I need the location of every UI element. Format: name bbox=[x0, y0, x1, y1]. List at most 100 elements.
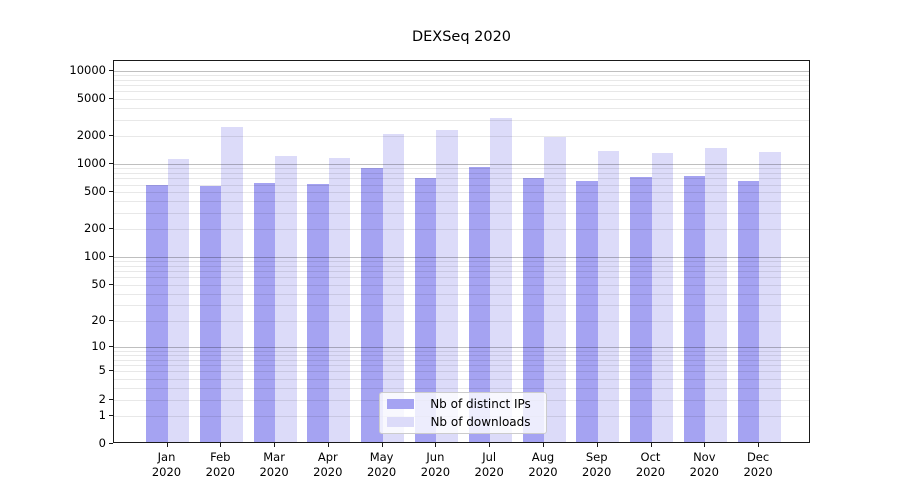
y-tick-mark-500 bbox=[109, 191, 113, 192]
y-tick-label-200: 200 bbox=[84, 221, 106, 235]
x-tick-year: 2020 bbox=[205, 465, 235, 479]
bar-downloads-jan bbox=[167, 159, 189, 442]
bars-layer bbox=[114, 61, 809, 442]
y-tick-mark-20 bbox=[109, 319, 113, 321]
x-tick-year: 2020 bbox=[151, 465, 182, 479]
x-tick-month: Oct bbox=[640, 450, 661, 464]
bar-downloads-jul bbox=[490, 118, 512, 442]
legend-label-downloads: Nb of downloads bbox=[430, 415, 531, 429]
bar-distinct-ips-sep bbox=[576, 181, 598, 442]
y-tick-label-5: 5 bbox=[98, 363, 106, 378]
bar-downloads-nov bbox=[705, 147, 727, 442]
x-tick-mark-may bbox=[381, 443, 383, 447]
x-tick-month: Jul bbox=[482, 450, 497, 464]
bar-downloads-oct bbox=[651, 152, 673, 442]
y-tick-mark-1 bbox=[109, 414, 113, 416]
x-tick-label-nov: Nov 2020 bbox=[672, 450, 736, 480]
y-tick-mark-10000 bbox=[109, 69, 113, 71]
x-tick-year: 2020 bbox=[743, 465, 773, 479]
x-tick-year: 2020 bbox=[528, 465, 558, 479]
bar-downloads-mar bbox=[275, 155, 297, 442]
bar-downloads-sep bbox=[597, 151, 620, 442]
bar-distinct-ips-aug bbox=[522, 177, 544, 442]
x-tick-month: Aug bbox=[531, 450, 555, 464]
y-tick-label-500: 500 bbox=[84, 184, 106, 198]
y-tick-label-20: 20 bbox=[91, 312, 106, 327]
y-tick-label-50: 50 bbox=[91, 276, 106, 291]
x-tick-mark-feb bbox=[220, 443, 222, 447]
y-tick-mark-50 bbox=[109, 283, 113, 285]
x-tick-label-apr: Apr 2020 bbox=[296, 450, 360, 480]
x-tick-month: Apr bbox=[317, 450, 338, 464]
y-tick-label-10000: 10000 bbox=[69, 62, 106, 77]
x-tick-label-may: May 2020 bbox=[350, 450, 414, 480]
bar-distinct-ips-may bbox=[361, 168, 383, 442]
bar-distinct-ips-dec bbox=[737, 181, 760, 442]
bar-downloads-dec bbox=[759, 152, 781, 442]
bar-distinct-ips-jun bbox=[414, 177, 437, 442]
y-tick-label-100: 100 bbox=[84, 248, 106, 263]
x-tick-month: Nov bbox=[693, 450, 716, 464]
x-tick-mark-mar bbox=[274, 443, 276, 447]
bar-downloads-feb bbox=[221, 126, 243, 442]
x-tick-mark-nov bbox=[704, 443, 706, 447]
bar-downloads-may bbox=[382, 133, 405, 442]
x-tick-year: 2020 bbox=[474, 465, 504, 479]
x-tick-mark-jan bbox=[166, 443, 168, 447]
x-tick-mark-jul bbox=[489, 443, 491, 447]
y-tick-mark-2 bbox=[109, 398, 113, 400]
bar-distinct-ips-jan bbox=[146, 185, 168, 442]
x-tick-year: 2020 bbox=[313, 465, 343, 479]
plot-area bbox=[113, 60, 810, 443]
x-tick-year: 2020 bbox=[259, 465, 289, 479]
x-tick-label-jan: Jan 2020 bbox=[135, 450, 199, 480]
x-tick-month: Jun bbox=[426, 450, 445, 464]
y-tick-mark-200 bbox=[109, 228, 113, 229]
x-tick-label-oct: Oct 2020 bbox=[619, 450, 683, 480]
x-tick-year: 2020 bbox=[689, 465, 719, 479]
x-tick-label-dec: Dec 2020 bbox=[726, 450, 790, 480]
y-tick-label-1: 1 bbox=[98, 407, 106, 422]
x-tick-month: Feb bbox=[210, 450, 231, 464]
y-tick-mark-2000 bbox=[109, 134, 113, 136]
y-tick-mark-5000 bbox=[109, 97, 113, 99]
y-tick-label-1000: 1000 bbox=[76, 156, 106, 170]
bar-distinct-ips-mar bbox=[253, 183, 276, 442]
x-tick-year: 2020 bbox=[582, 465, 612, 479]
y-tick-label-2000: 2000 bbox=[76, 127, 106, 142]
x-tick-label-sep: Sep 2020 bbox=[565, 450, 629, 480]
x-tick-month: Jan bbox=[157, 450, 176, 464]
x-tick-month: Sep bbox=[585, 450, 608, 464]
legend-entry-downloads: Nb of downloads bbox=[387, 415, 539, 429]
x-tick-label-jun: Jun 2020 bbox=[403, 450, 467, 480]
y-tick-mark-10 bbox=[109, 345, 113, 347]
x-tick-label-jul: Jul 2020 bbox=[457, 450, 521, 480]
x-tick-mark-sep bbox=[596, 443, 598, 447]
x-tick-mark-apr bbox=[327, 443, 329, 447]
chart-title: DEXSeq 2020 bbox=[411, 29, 512, 45]
y-tick-mark-100 bbox=[109, 255, 113, 257]
bar-distinct-ips-oct bbox=[630, 177, 652, 442]
x-tick-label-aug: Aug 2020 bbox=[511, 450, 575, 480]
x-tick-mark-aug bbox=[543, 443, 544, 447]
y-tick-mark-5 bbox=[109, 370, 113, 372]
x-tick-month: Dec bbox=[746, 450, 770, 464]
bar-downloads-apr bbox=[328, 157, 351, 442]
y-tick-mark-0 bbox=[109, 443, 113, 444]
bar-distinct-ips-nov bbox=[683, 175, 706, 442]
y-tick-label-10: 10 bbox=[91, 338, 106, 353]
legend-swatch-distinct-ips bbox=[387, 399, 414, 409]
x-tick-month: Mar bbox=[263, 450, 285, 464]
y-tick-label-5000: 5000 bbox=[76, 90, 106, 105]
legend-entry-distinct-ips: Nb of distinct IPs bbox=[387, 397, 539, 411]
x-tick-label-mar: Mar 2020 bbox=[242, 450, 306, 480]
bar-distinct-ips-feb bbox=[199, 186, 222, 442]
y-tick-mark-1000 bbox=[109, 163, 113, 164]
x-tick-label-feb: Feb 2020 bbox=[188, 450, 252, 480]
x-tick-mark-dec bbox=[758, 443, 760, 447]
bar-downloads-aug bbox=[544, 136, 566, 442]
bar-distinct-ips-jul bbox=[468, 167, 491, 442]
x-tick-mark-jun bbox=[435, 443, 437, 447]
x-tick-mark-oct bbox=[650, 443, 652, 447]
bar-downloads-jun bbox=[436, 130, 458, 442]
